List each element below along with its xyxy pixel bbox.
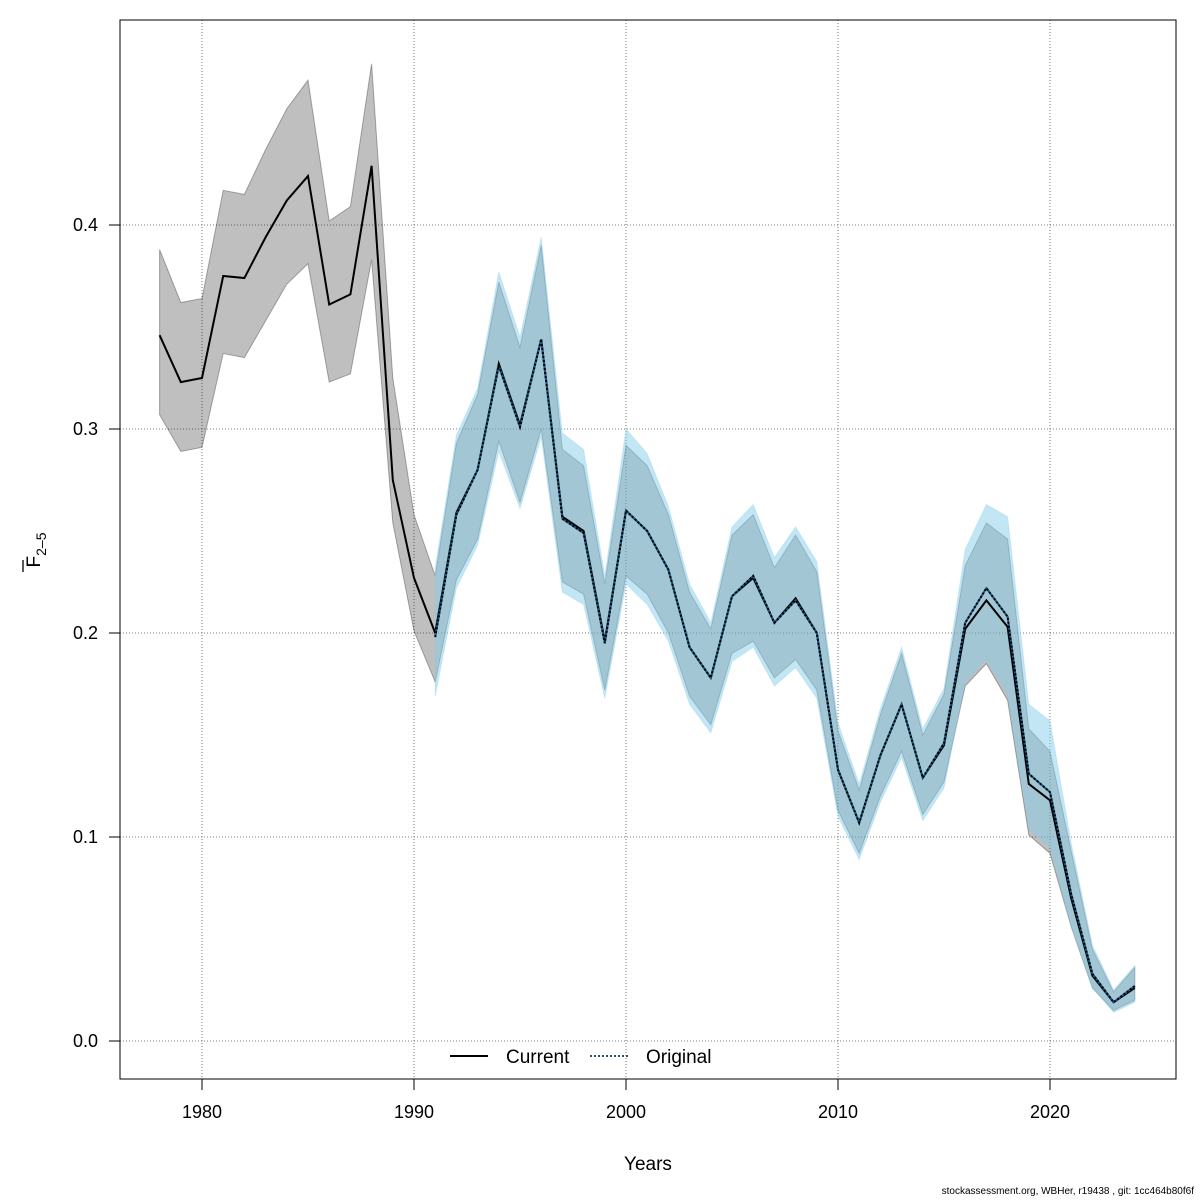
y-tick-label: 0.0 <box>73 1031 98 1051</box>
y-tick-label: 0.2 <box>73 623 98 643</box>
y-tick-label: 0.1 <box>73 827 98 847</box>
band-original <box>434 237 1136 1014</box>
legend-current-label: Current <box>506 1047 570 1068</box>
x-tick-label: 1980 <box>182 1102 222 1122</box>
y-tick-label: 0.4 <box>73 215 98 235</box>
plot-frame <box>119 19 1177 1080</box>
y-axis-label: F2–5 <box>22 532 49 572</box>
grid <box>120 20 1176 1079</box>
svg-text:F2–5: F2–5 <box>24 532 49 567</box>
series-lines <box>158 165 1136 1004</box>
x-tick-label: 2000 <box>606 1102 646 1122</box>
legend: Current Original <box>450 1047 711 1068</box>
y-axis: 0.0 0.1 0.2 0.3 0.4 <box>73 215 120 1051</box>
y-tick-label: 0.3 <box>73 419 98 439</box>
line-original-dots <box>434 339 1136 1004</box>
confidence-bands <box>159 63 1136 1014</box>
x-tick-label: 2020 <box>1030 1102 1070 1122</box>
x-tick-label: 2010 <box>818 1102 858 1122</box>
x-tick-label: 1990 <box>394 1102 434 1122</box>
y-axis-label-main: F <box>24 556 45 568</box>
x-axis: 1980 1990 2000 2010 2020 <box>182 1079 1070 1122</box>
legend-original-label: Original <box>646 1047 711 1068</box>
x-axis-label: Years <box>624 1154 672 1175</box>
footer-credit: stockassessment.org, WBHer, r19438 , git… <box>941 1186 1194 1197</box>
y-axis-label-sub: 2–5 <box>33 532 49 556</box>
